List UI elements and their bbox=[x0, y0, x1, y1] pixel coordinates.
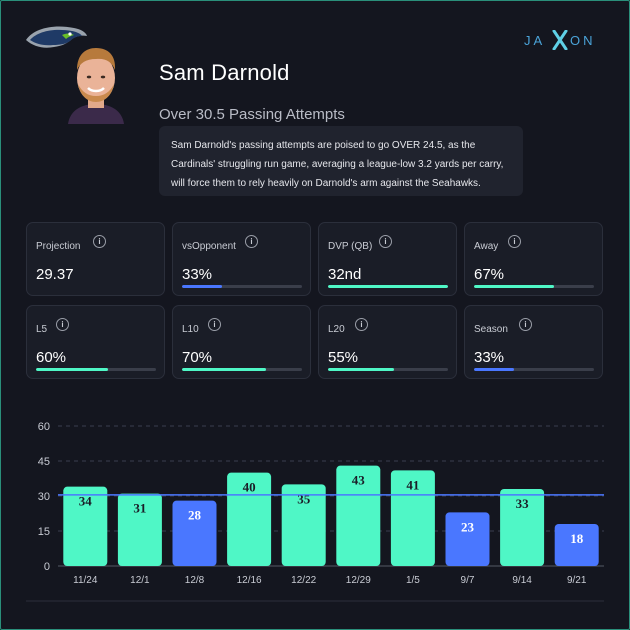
progress-track bbox=[328, 285, 448, 288]
bar-value-label: 35 bbox=[297, 491, 311, 506]
stat-card-away: Away i 67% bbox=[464, 222, 603, 296]
x-tick-label: 12/16 bbox=[237, 575, 262, 586]
progress-fill bbox=[36, 368, 108, 371]
bar bbox=[63, 486, 108, 566]
info-icon[interactable]: i bbox=[519, 318, 532, 331]
stat-card-projection: Projection i 29.37 bbox=[26, 222, 165, 296]
bar bbox=[281, 484, 326, 566]
x-tick-label: 9/14 bbox=[512, 575, 532, 586]
stat-label: L10 bbox=[182, 324, 199, 335]
bar-value-label: 43 bbox=[352, 473, 366, 488]
progress-fill bbox=[182, 285, 222, 288]
info-icon[interactable]: i bbox=[508, 235, 521, 248]
bar-value-label: 28 bbox=[188, 508, 202, 523]
stat-label: vsOpponent bbox=[182, 241, 236, 252]
y-tick-label: 45 bbox=[38, 456, 50, 468]
info-icon[interactable]: i bbox=[379, 235, 392, 248]
bar bbox=[172, 500, 217, 566]
bar bbox=[336, 465, 381, 566]
stat-card-vsopponent: vsOpponent i 33% bbox=[172, 222, 311, 296]
bar-value-label: 23 bbox=[461, 519, 475, 534]
y-tick-label: 15 bbox=[38, 526, 50, 538]
stat-card-dvp-qb: DVP (QB) i 32nd bbox=[318, 222, 457, 296]
info-icon[interactable]: i bbox=[355, 318, 368, 331]
progress-track bbox=[474, 285, 594, 288]
x-tick-label: 12/29 bbox=[346, 575, 371, 586]
info-icon[interactable]: i bbox=[208, 318, 221, 331]
progress-fill bbox=[328, 285, 448, 288]
y-tick-label: 60 bbox=[38, 421, 50, 433]
stat-value: 70% bbox=[182, 349, 213, 366]
bar bbox=[554, 524, 599, 566]
stat-label: L20 bbox=[328, 324, 345, 335]
passing-attempts-bar-chart: 0 15 30 45 60 34 11/24 31 12/1 28 12/8 40 12/16 35 12/… bbox=[26, 421, 604, 602]
progress-track bbox=[36, 368, 156, 371]
bar-value-label: 34 bbox=[79, 494, 93, 509]
stat-card-l10: L10 i 70% bbox=[172, 305, 311, 379]
svg-text:ON: ON bbox=[570, 33, 596, 48]
progress-track bbox=[474, 368, 594, 371]
bar-value-label: 18 bbox=[570, 531, 584, 546]
x-tick-label: 9/7 bbox=[461, 575, 475, 586]
svg-text:JA: JA bbox=[524, 33, 545, 48]
prop-summary: Sam Darnold's passing attempts are poise… bbox=[159, 126, 523, 196]
stat-label: L5 bbox=[36, 324, 48, 335]
x-tick-label: 11/24 bbox=[73, 575, 98, 586]
y-tick-label: 0 bbox=[44, 561, 50, 573]
bar-value-label: 41 bbox=[406, 477, 419, 492]
bar bbox=[117, 493, 162, 566]
prop-line: Over 30.5 Passing Attempts bbox=[159, 106, 345, 123]
player-name: Sam Darnold bbox=[159, 60, 290, 85]
stat-value: 60% bbox=[36, 349, 67, 366]
progress-fill bbox=[182, 368, 266, 371]
progress-fill bbox=[328, 368, 394, 371]
progress-track bbox=[182, 285, 302, 288]
info-icon[interactable]: i bbox=[93, 235, 106, 248]
x-tick-label: 9/21 bbox=[567, 575, 587, 586]
stat-label: Projection bbox=[36, 241, 81, 252]
stat-value: 67% bbox=[474, 266, 505, 283]
progress-track bbox=[328, 368, 448, 371]
bar bbox=[445, 512, 490, 566]
stat-label: Season bbox=[474, 324, 508, 335]
x-tick-label: 12/1 bbox=[130, 575, 150, 586]
bar bbox=[500, 489, 545, 566]
stat-card-l5: L5 i 60% bbox=[26, 305, 165, 379]
stat-value: 32nd bbox=[328, 266, 362, 283]
player-avatar bbox=[68, 48, 124, 124]
stat-value: 29.37 bbox=[36, 266, 74, 283]
bar-value-label: 40 bbox=[243, 480, 256, 495]
bar bbox=[227, 472, 272, 566]
bar-value-label: 31 bbox=[133, 501, 146, 516]
x-tick-label: 1/5 bbox=[406, 575, 420, 586]
stat-value: 55% bbox=[328, 349, 359, 366]
progress-fill bbox=[474, 285, 555, 288]
stat-value: 33% bbox=[474, 349, 505, 366]
stat-label: DVP (QB) bbox=[328, 241, 373, 252]
stat-label: Away bbox=[474, 241, 499, 252]
info-icon[interactable]: i bbox=[56, 318, 69, 331]
y-tick-label: 30 bbox=[38, 491, 50, 503]
stat-card-season: Season i 33% bbox=[464, 305, 603, 379]
progress-track bbox=[182, 368, 302, 371]
jaxon-logo-icon: JA ON bbox=[524, 30, 596, 50]
stat-card-l20: L20 i 55% bbox=[318, 305, 457, 379]
x-tick-label: 12/8 bbox=[185, 575, 205, 586]
seahawks-logo-icon bbox=[26, 26, 87, 48]
stat-value: 33% bbox=[182, 266, 213, 283]
bar-value-label: 33 bbox=[516, 496, 530, 511]
progress-fill bbox=[474, 368, 514, 371]
x-tick-label: 12/22 bbox=[291, 575, 316, 586]
info-icon[interactable]: i bbox=[245, 235, 258, 248]
